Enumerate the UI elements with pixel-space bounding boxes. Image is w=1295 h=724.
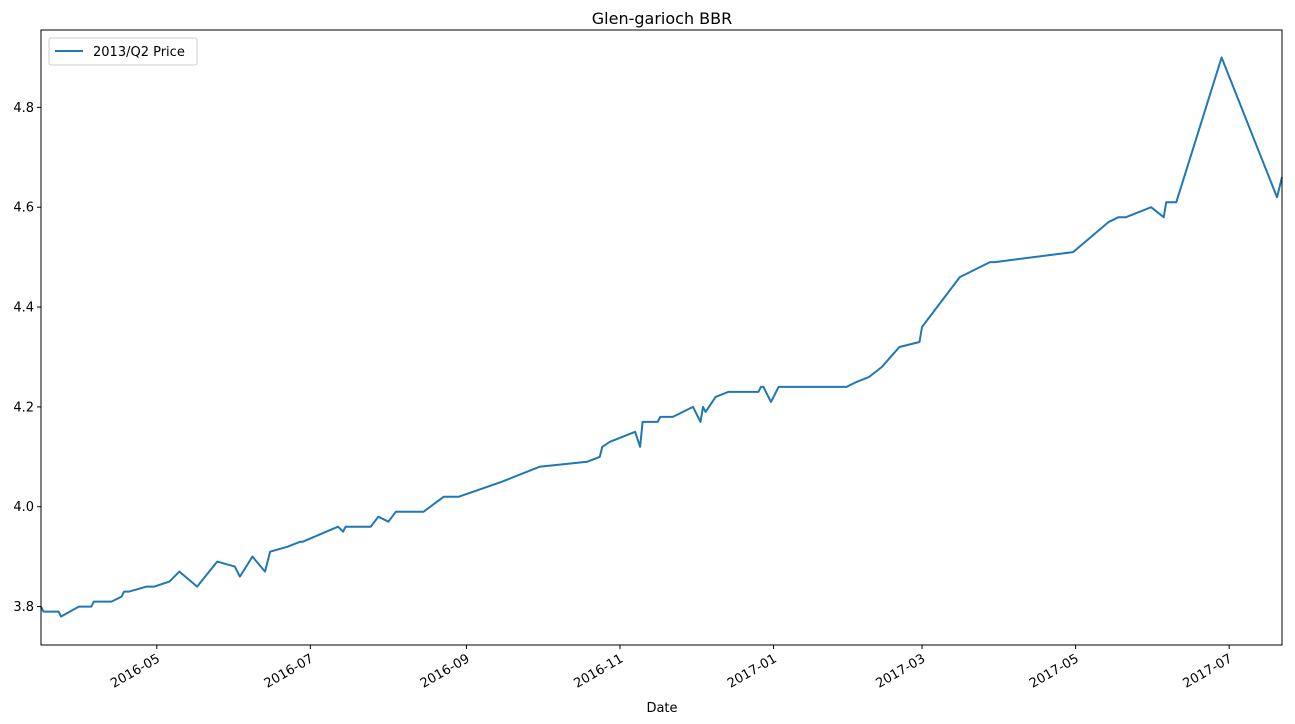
y-tick-label: 4.8 [13, 101, 34, 116]
y-tick-label: 4.2 [13, 400, 34, 415]
x-tick-label: 2017-01 [725, 651, 780, 691]
chart-title: Glen-garioch BBR [592, 9, 732, 28]
legend-box [48, 37, 198, 66]
y-tick-label: 3.8 [13, 600, 34, 615]
x-tick-label: 2017-03 [873, 651, 928, 691]
x-axis: 2016-05 2016-07 2016-09 2016-11 2017-01 2017-… [108, 645, 1235, 692]
x-tick-label: 2016-07 [262, 651, 317, 691]
y-axis: 3.8 4.0 4.2 4.4 4.6 4.8 [13, 101, 41, 615]
legend: 2013/Q2 Price [48, 37, 198, 66]
x-tick-label: 2017-07 [1181, 651, 1236, 691]
plot-frame [40, 29, 1283, 646]
x-tick-label: 2017-05 [1027, 651, 1082, 691]
plot-area [41, 30, 1282, 645]
x-tick-label: 2016-11 [571, 651, 626, 691]
y-tick-label: 4.0 [13, 500, 34, 515]
x-tick-label: 2016-09 [418, 651, 473, 691]
series-line-0 [40, 56, 1283, 618]
y-tick-label: 4.4 [13, 301, 34, 316]
series-layer [40, 56, 1283, 618]
y-tick-label: 4.6 [13, 201, 34, 216]
x-tick-label: 2016-05 [108, 651, 163, 691]
legend-label: 2013/Q2 Price [93, 45, 185, 60]
x-axis-label: Date [646, 701, 677, 716]
